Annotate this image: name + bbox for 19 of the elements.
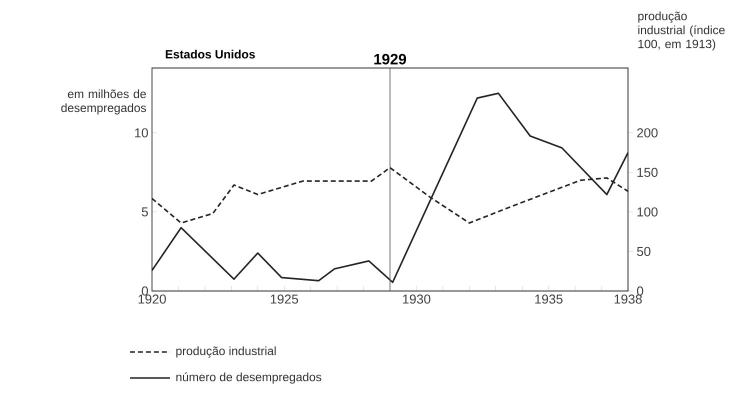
y-tick-label: 5: [142, 207, 148, 216]
legend-label: número de desempregados: [176, 372, 322, 384]
legend-label: produção industrial: [176, 346, 276, 358]
x-tick-label: 1920: [138, 294, 166, 304]
y2-tick-label: 50: [637, 246, 650, 256]
x-tick-label: 1925: [270, 294, 298, 304]
y2-axis-title: produção industrial (índice 100, em 1913): [638, 12, 725, 51]
x-tick-label: 1938: [614, 294, 642, 304]
x-tick-label: 1930: [403, 294, 430, 304]
line-series: [151, 92, 629, 284]
y2-tick-label: 100: [637, 207, 658, 217]
ref-line-label: 1929: [374, 54, 406, 64]
y-tick-label: 0: [142, 286, 148, 296]
y-tick-label: 10: [135, 128, 148, 138]
chart-title: Estados Unidos: [166, 50, 255, 58]
y2-tick-label: 200: [637, 128, 658, 138]
y-axis-title: em milhões de desempregados: [61, 89, 146, 114]
x-tick-label: 1935: [535, 294, 563, 304]
y2-tick-label: 150: [637, 168, 658, 177]
